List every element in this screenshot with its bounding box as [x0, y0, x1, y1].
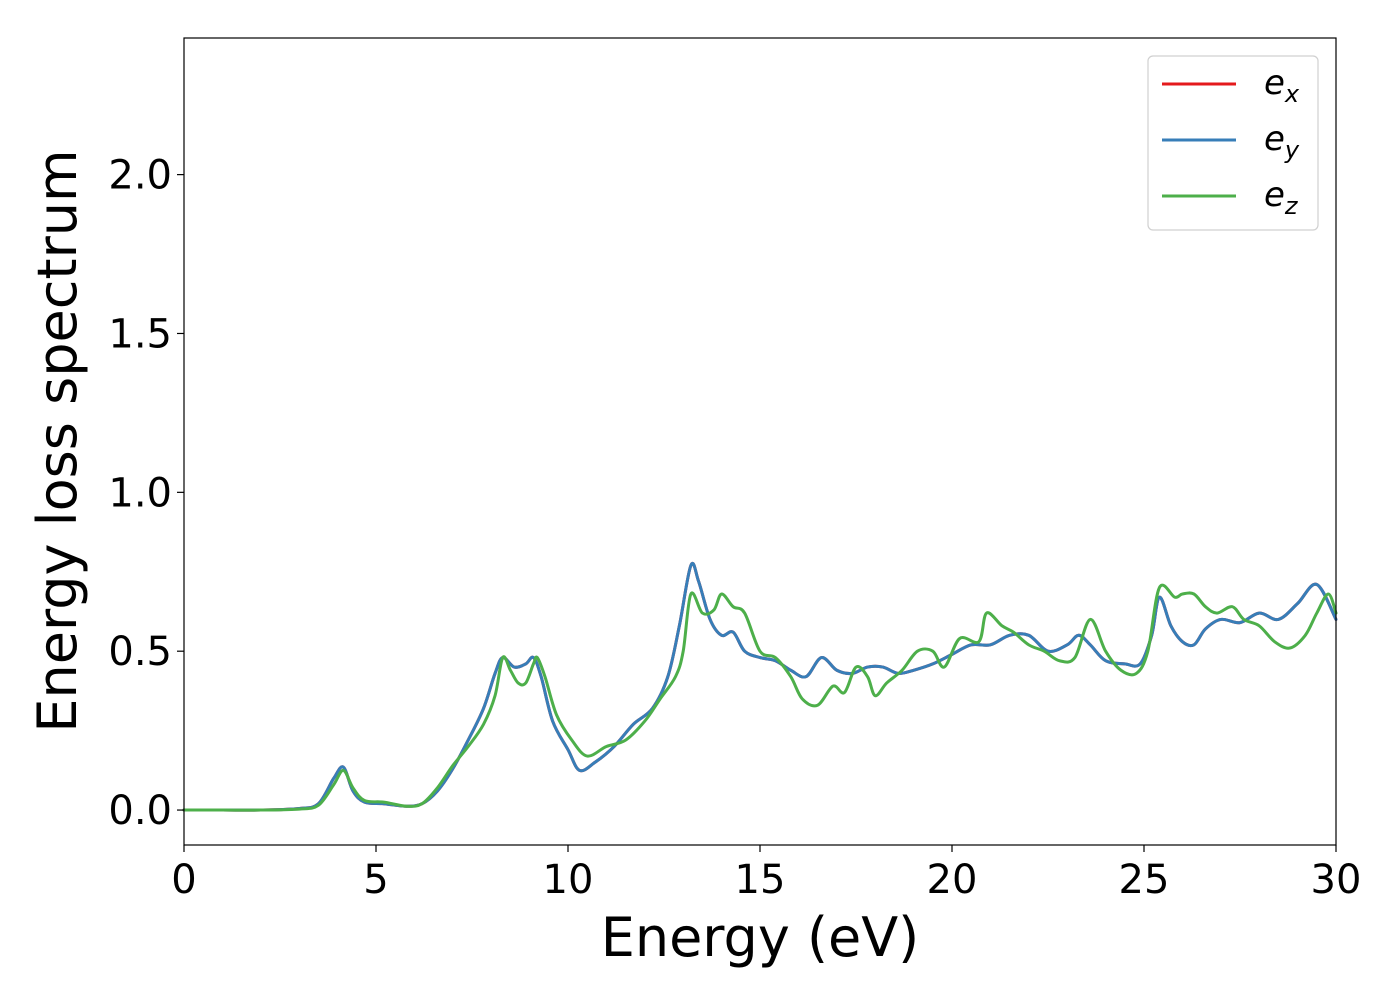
x-tick-label: 15	[735, 857, 786, 903]
plot-background	[184, 38, 1336, 845]
series-layer	[182, 561, 1338, 812]
legend-label-e-y: ey	[1264, 119, 1300, 164]
legend-box	[1147, 55, 1319, 231]
y-tick-label: 1.5	[108, 311, 172, 357]
y-axis-ticks: 0.0 0.5 1.0 1.5 2.0	[108, 153, 184, 834]
y-tick-label: 0.0	[108, 788, 172, 834]
legend-label-e-x: ex	[1264, 63, 1300, 108]
y-tick-label: 2.0	[108, 153, 172, 199]
legend: ex ey ez	[1147, 55, 1319, 231]
legend-label-e-z: ez	[1264, 175, 1299, 220]
x-tick-label: 0	[171, 857, 196, 903]
y-tick-label: 1.0	[108, 470, 172, 516]
y-axis-label: Energy loss spectrum	[26, 149, 89, 732]
legend-items: ex ey ez	[1162, 63, 1300, 220]
x-tick-label: 10	[543, 857, 594, 903]
x-tick-label: 5	[363, 857, 388, 903]
x-axis-label: Energy (eV)	[601, 906, 920, 969]
y-tick-label: 0.5	[108, 629, 172, 675]
x-axis-ticks: 0 5 10 15 20 25 30	[171, 845, 1361, 903]
x-tick-label: 30	[1311, 857, 1362, 903]
x-tick-label: 25	[1119, 857, 1170, 903]
x-tick-label: 20	[927, 857, 978, 903]
series-line-e-z	[182, 583, 1338, 812]
